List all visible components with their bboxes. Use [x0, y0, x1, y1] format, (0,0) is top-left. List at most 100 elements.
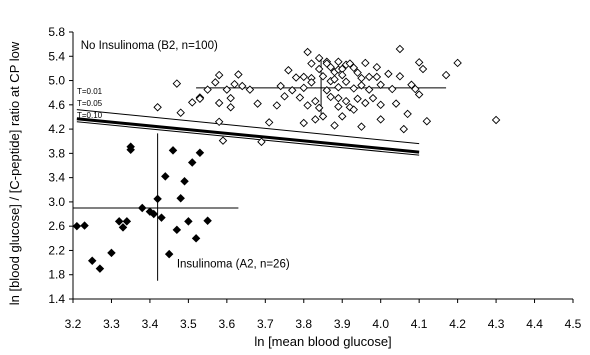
no-insulinoma-point — [187, 98, 197, 107]
no-insulinoma-point — [287, 86, 297, 95]
no-insulinoma-point — [387, 84, 397, 94]
no-insulinoma-point — [364, 85, 374, 94]
no-insulinoma-point — [337, 112, 347, 121]
no-insulinoma-point — [361, 98, 370, 108]
no-insulinoma-point — [222, 85, 232, 94]
data-points — [72, 44, 501, 273]
no-insulinoma-point — [414, 90, 424, 99]
insulinoma-point — [161, 172, 170, 181]
x-tick-label: 3.6 — [219, 317, 236, 331]
x-tick-label: 3.3 — [103, 317, 120, 331]
insulinoma-point — [72, 221, 82, 231]
y-tick-label: 1.4 — [48, 292, 65, 306]
x-tick-label: 4.0 — [372, 317, 389, 331]
insulinoma-point — [172, 225, 182, 235]
no-insulinoma-point — [326, 92, 335, 102]
no-insulinoma-point — [334, 82, 343, 92]
no-insulinoma-point — [237, 81, 247, 91]
no-insulinoma-point — [218, 136, 228, 145]
threshold-line-label: T=0.01 — [77, 87, 103, 96]
no-insulinoma-point — [318, 112, 328, 121]
threshold-line — [76, 109, 420, 145]
no-insulinoma-point — [234, 70, 243, 79]
insulinoma-point — [114, 217, 124, 226]
no-insulinoma-point — [349, 84, 359, 93]
insulinoma-point — [180, 177, 189, 186]
no-insulinoma-point — [368, 93, 378, 103]
y-tick-label: 3.0 — [48, 195, 65, 209]
no-insulinoma-point — [391, 99, 401, 108]
y-tick-label: 3.8 — [48, 146, 65, 160]
no-insulinoma-point — [330, 75, 339, 84]
no-insulinoma-point — [376, 115, 385, 124]
no-insulinoma-point — [214, 70, 224, 80]
insulinoma-point — [176, 194, 185, 203]
y-tick-label: 5.8 — [48, 25, 65, 39]
no-insulinoma-point — [322, 86, 332, 95]
no-insulinoma-point — [203, 85, 212, 94]
insulinoma-point — [122, 217, 132, 226]
annotation-label: Insulinoma (A2, n=26) — [177, 258, 290, 270]
y-tick-label: 5.4 — [48, 49, 65, 63]
y-tick-label: 4.2 — [48, 122, 65, 136]
threshold-line-label: T=0.05 — [77, 99, 103, 108]
no-insulinoma-point — [399, 124, 409, 134]
no-insulinoma-point — [299, 83, 309, 93]
no-insulinoma-point — [403, 109, 412, 119]
no-insulinoma-point — [257, 137, 266, 147]
no-insulinoma-point — [214, 98, 224, 108]
no-insulinoma-point — [230, 79, 239, 89]
no-insulinoma-point — [453, 58, 462, 68]
no-insulinoma-point — [361, 58, 370, 68]
no-insulinoma-point — [253, 99, 262, 108]
no-insulinoma-point — [349, 105, 359, 114]
no-insulinoma-point — [422, 116, 432, 126]
threshold-line-label: T=0.10 — [77, 111, 103, 120]
no-insulinoma-point — [407, 80, 416, 90]
no-insulinoma-point — [341, 96, 351, 106]
no-insulinoma-point — [311, 96, 320, 106]
no-insulinoma-point — [245, 85, 255, 94]
no-insulinoma-point — [176, 108, 185, 117]
no-insulinoma-point — [318, 72, 328, 81]
no-insulinoma-point — [326, 62, 335, 72]
no-insulinoma-point — [411, 84, 420, 94]
insulinoma-point — [126, 145, 135, 154]
x-tick-label: 4.5 — [565, 317, 582, 331]
no-insulinoma-point — [284, 65, 293, 75]
x-ticks: 3.2 3.3 3.4 3.5 3.6 3.7 3.8 3.9 4.0 4.1 4.2 4.3 4.4 4… — [65, 299, 582, 331]
no-insulinoma-point — [384, 69, 393, 79]
no-insulinoma-point — [357, 73, 366, 83]
no-insulinoma-point — [311, 115, 320, 124]
x-tick-label: 3.9 — [334, 317, 351, 331]
y-tick-label: 4.6 — [48, 98, 65, 112]
no-insulinoma-point — [395, 72, 405, 81]
no-insulinoma-point — [276, 81, 285, 91]
insulinoma-point — [191, 234, 201, 243]
crosshairs — [73, 59, 447, 281]
insulinoma-point — [168, 146, 178, 155]
no-insulinoma-point — [153, 103, 162, 112]
no-insulinoma-point — [211, 78, 220, 87]
no-insulinoma-point — [291, 73, 301, 82]
no-insulinoma-point — [314, 53, 324, 63]
no-insulinoma-point — [334, 102, 343, 111]
no-insulinoma-point — [299, 72, 309, 82]
no-insulinoma-point — [341, 77, 351, 86]
x-tick-label: 4.4 — [526, 317, 543, 331]
y-tick-label: 3.4 — [48, 171, 65, 185]
no-insulinoma-point — [214, 117, 224, 127]
x-tick-label: 3.7 — [257, 317, 274, 331]
no-insulinoma-point — [264, 118, 274, 127]
no-insulinoma-point — [376, 100, 385, 110]
x-tick-label: 4.3 — [488, 317, 505, 331]
insulinoma-point — [203, 216, 212, 225]
x-tick-label: 3.4 — [142, 317, 159, 331]
no-insulinoma-point — [172, 79, 182, 88]
no-insulinoma-point — [307, 59, 316, 68]
annotation-label: No Insulinoma (B2, n=100) — [81, 40, 218, 52]
threshold-line — [76, 121, 420, 156]
insulinoma-point — [87, 256, 97, 266]
